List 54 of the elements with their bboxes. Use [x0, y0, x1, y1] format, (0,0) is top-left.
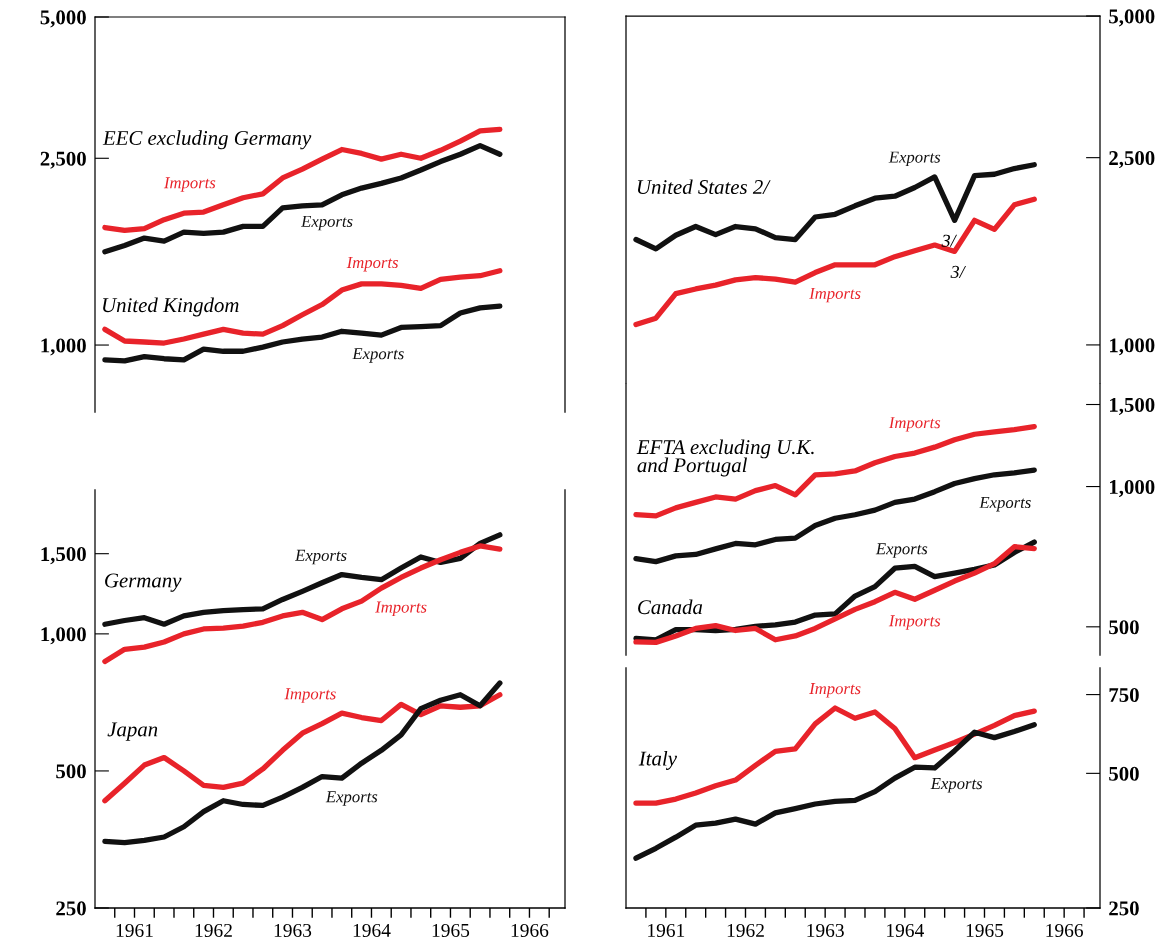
y-tick-label: 1,000: [1110, 338, 1155, 356]
series-label: Exports: [875, 543, 928, 558]
series-label: Imports: [346, 256, 399, 272]
y-tick-label: 250: [1109, 901, 1139, 916]
annotation: United States 2/: [637, 179, 771, 195]
y-tick-label: 750: [1109, 687, 1139, 703]
annotation: 3/: [950, 265, 967, 278]
annotation: 3/: [941, 234, 958, 247]
series-label: Imports: [375, 601, 427, 617]
y-tick-label: 1,000: [41, 627, 86, 645]
x-tick-label: 1966: [511, 923, 549, 937]
y-tick-label: 2,500: [1109, 151, 1155, 169]
y-tick-label: 5,000: [40, 10, 86, 28]
x-tick-label: 1961: [116, 923, 153, 937]
annotation: EEC excluding Germany: [102, 130, 312, 150]
y-tick-label: 250: [56, 901, 86, 916]
x-tick-label: 1961: [648, 923, 685, 937]
x-tick-label: 1965: [966, 923, 1004, 937]
annotation: Canada: [638, 599, 703, 615]
series-label: Imports: [888, 417, 941, 432]
x-tick-label: 1964: [887, 923, 924, 937]
series-label: Imports: [284, 688, 336, 703]
x-tick-label: 1965: [432, 923, 470, 937]
x-tick-label: 1963: [274, 923, 312, 937]
x-tick-label: 1962: [727, 923, 764, 937]
series-label: Exports: [888, 151, 941, 167]
series-label: Exports: [352, 348, 404, 363]
series-label: Exports: [300, 215, 353, 231]
x-tick-label: 1962: [195, 923, 232, 937]
series-label: Imports: [163, 177, 216, 192]
series-label: Exports: [294, 549, 347, 565]
y-tick-label: 1,000: [41, 338, 86, 356]
annotation: EFTA excluding U.K. and Portugal: [636, 439, 814, 477]
annotation: Italy: [638, 750, 677, 770]
series-label: Exports: [979, 496, 1031, 512]
y-tick-label: 1,500: [41, 547, 86, 565]
x-tick-label: 1964: [353, 923, 391, 937]
series-label: Exports: [325, 791, 378, 806]
series-label: Imports: [809, 287, 861, 303]
y-tick-label: 1,000: [1110, 479, 1155, 498]
series-label: Imports: [888, 615, 941, 630]
y-tick-label: 500: [56, 764, 86, 779]
y-tick-label: 500: [1109, 766, 1139, 781]
y-tick-label: 500: [1109, 620, 1139, 635]
y-tick-label: 1,500: [1110, 397, 1155, 415]
x-tick-label: 1963: [807, 923, 844, 937]
x-tick-label: 1966: [1046, 923, 1084, 937]
series-label: Exports: [930, 778, 983, 793]
annotation: Japan: [107, 722, 158, 741]
annotation: United Kingdom: [103, 297, 239, 317]
y-tick-label: 5,000: [1109, 9, 1155, 27]
y-tick-label: 2,500: [40, 151, 86, 169]
series-label: Imports: [809, 683, 861, 698]
annotation: Germany: [105, 573, 182, 592]
